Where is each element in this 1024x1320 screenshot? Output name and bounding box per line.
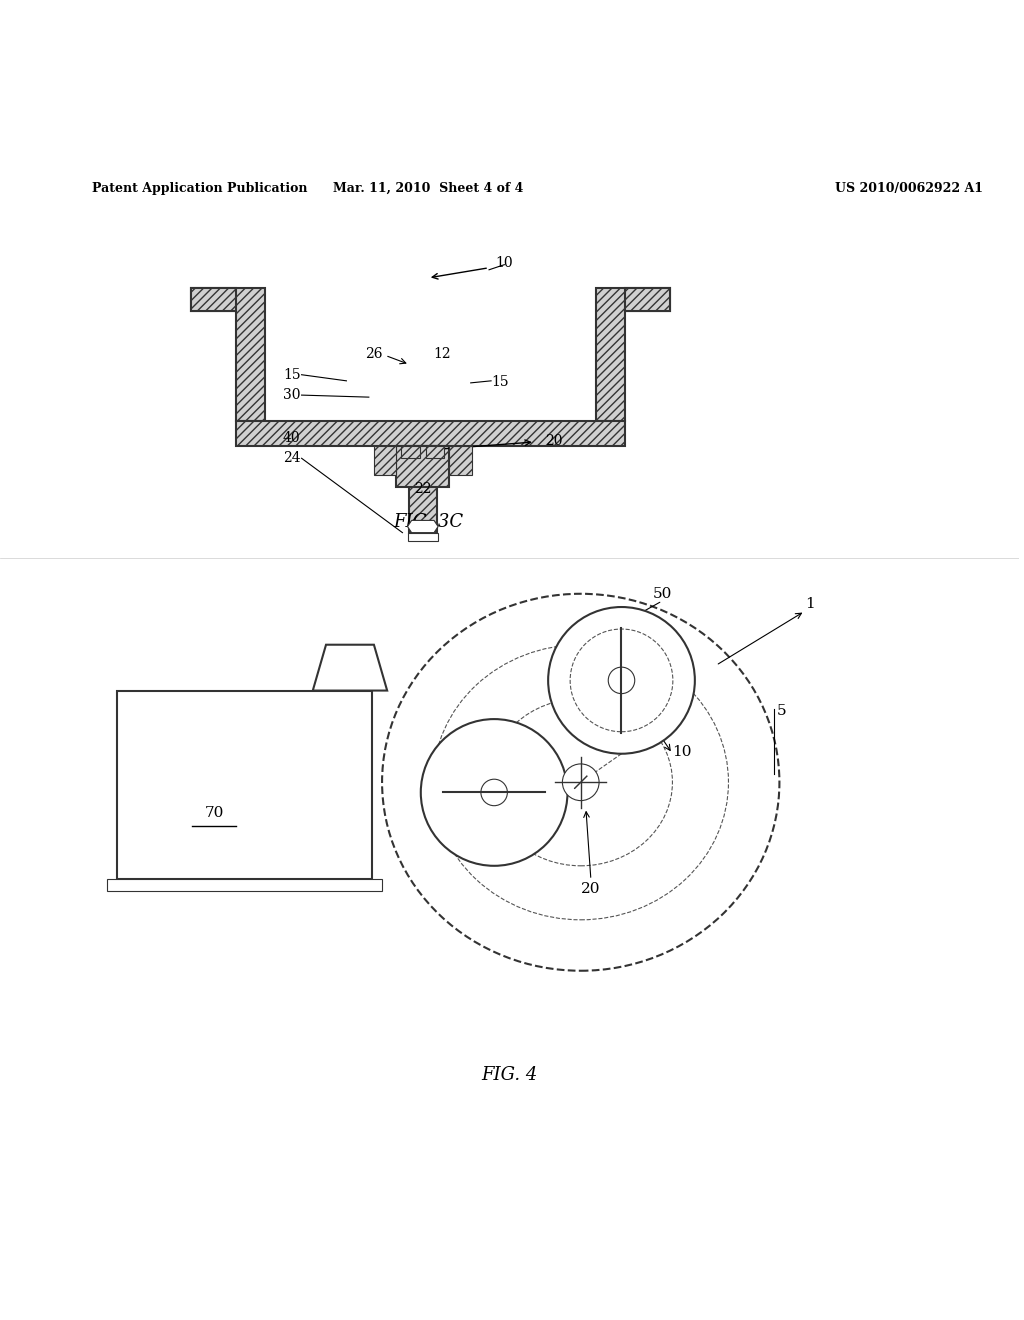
Ellipse shape xyxy=(382,594,779,970)
Text: 26: 26 xyxy=(365,347,382,362)
Text: US 2010/0062922 A1: US 2010/0062922 A1 xyxy=(836,182,983,195)
Bar xyxy=(106,879,382,891)
Text: 10: 10 xyxy=(673,744,692,759)
Text: FIG. 3C: FIG. 3C xyxy=(393,513,463,532)
Polygon shape xyxy=(450,446,472,475)
Text: 10: 10 xyxy=(496,256,513,269)
Circle shape xyxy=(421,719,567,866)
Text: 20: 20 xyxy=(582,882,601,896)
Text: 15: 15 xyxy=(492,375,509,389)
Text: 12: 12 xyxy=(433,347,451,362)
Text: 24: 24 xyxy=(283,451,301,465)
Polygon shape xyxy=(190,288,237,310)
Bar xyxy=(117,690,372,879)
Polygon shape xyxy=(426,446,444,458)
Polygon shape xyxy=(408,533,438,541)
Circle shape xyxy=(548,607,695,754)
Polygon shape xyxy=(396,446,450,487)
Polygon shape xyxy=(312,644,387,690)
Polygon shape xyxy=(596,288,671,421)
Text: Mar. 11, 2010  Sheet 4 of 4: Mar. 11, 2010 Sheet 4 of 4 xyxy=(333,182,523,195)
Text: 50: 50 xyxy=(652,587,672,601)
Circle shape xyxy=(608,667,635,693)
Circle shape xyxy=(481,779,507,805)
Text: 30: 30 xyxy=(283,388,301,403)
Text: 40: 40 xyxy=(283,430,301,445)
Text: 70: 70 xyxy=(204,807,223,820)
Text: 5: 5 xyxy=(776,704,786,718)
Text: 22: 22 xyxy=(414,482,431,496)
Text: FIG. 4: FIG. 4 xyxy=(481,1065,538,1084)
Text: Patent Application Publication: Patent Application Publication xyxy=(92,182,307,195)
Polygon shape xyxy=(625,288,671,310)
Text: 15: 15 xyxy=(283,368,301,381)
Text: 20: 20 xyxy=(545,434,562,447)
Polygon shape xyxy=(190,288,265,421)
Polygon shape xyxy=(408,520,438,533)
Polygon shape xyxy=(409,446,437,533)
Text: 1: 1 xyxy=(805,597,815,611)
Polygon shape xyxy=(374,446,396,475)
Text: 60: 60 xyxy=(424,780,443,795)
Circle shape xyxy=(562,764,599,801)
Polygon shape xyxy=(401,446,420,458)
Polygon shape xyxy=(237,421,625,446)
